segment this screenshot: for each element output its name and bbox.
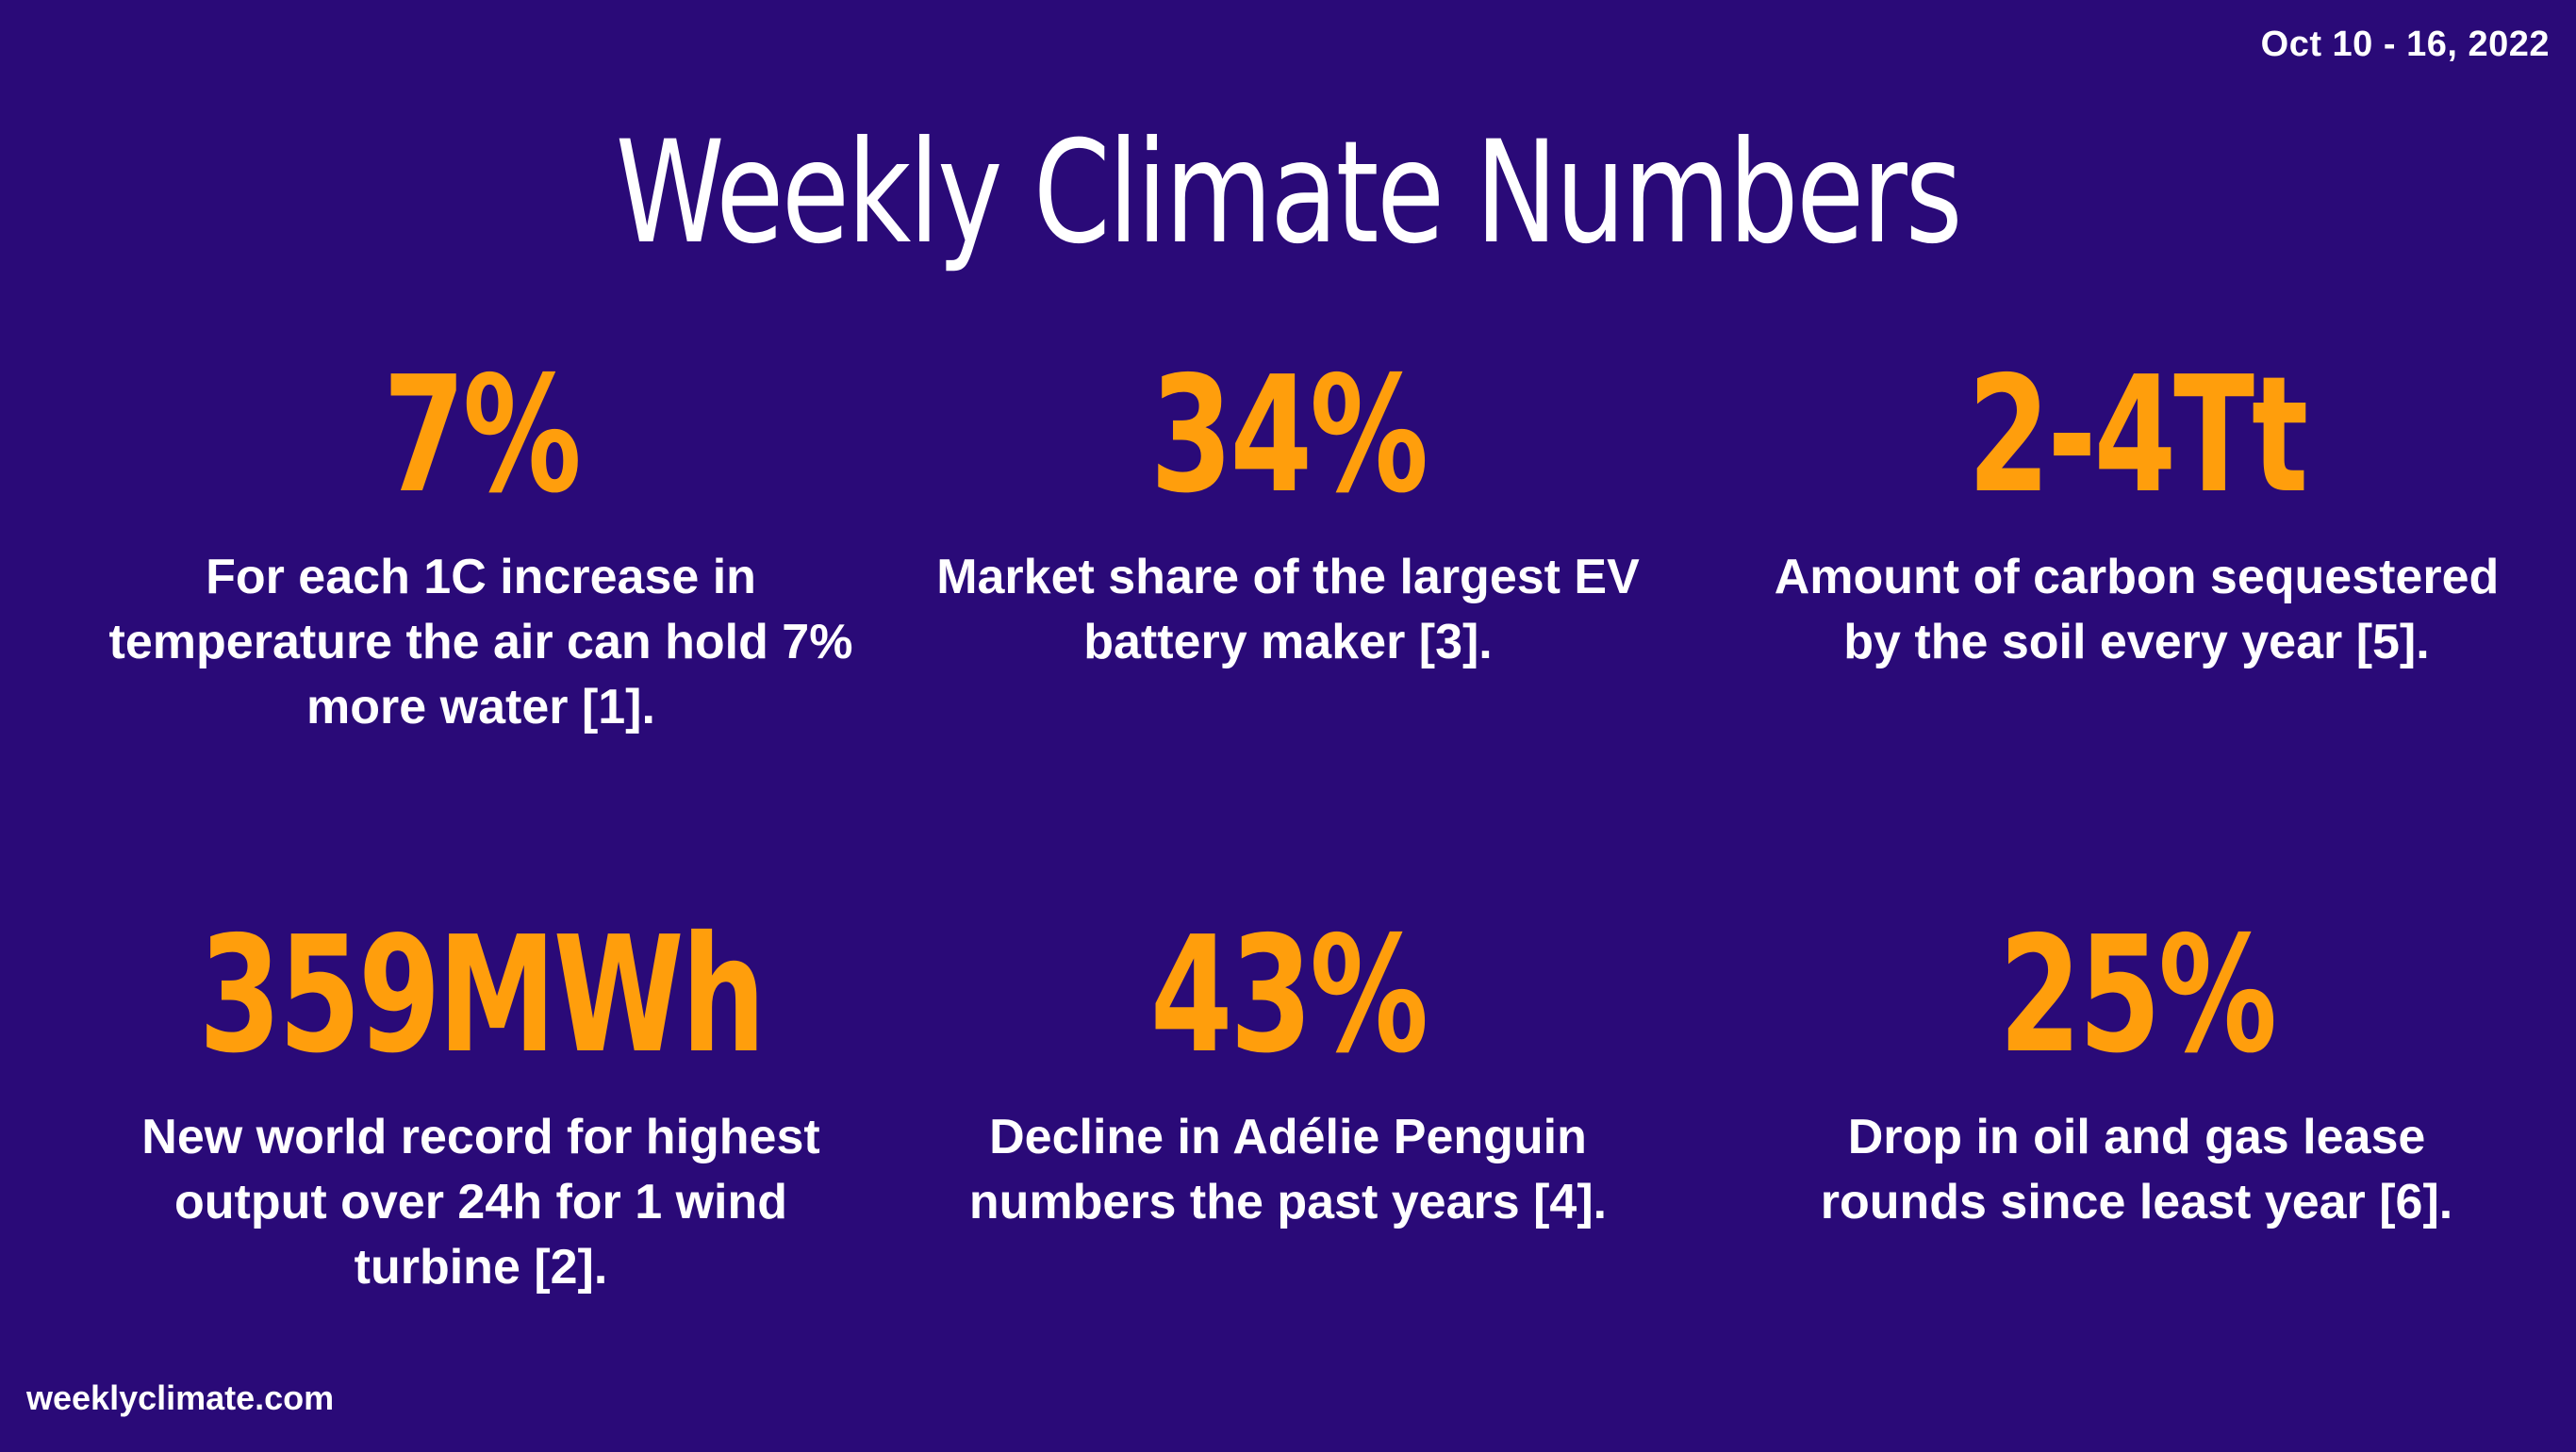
stat-description: Decline in Adélie Penguin numbers the pa… [968, 1110, 1608, 1229]
stat-value: 7% [383, 342, 582, 529]
stat-description: Drop in oil and gas lease rounds since l… [1820, 1110, 2453, 1229]
stat-block: 25% Drop in oil and gas lease rounds sin… [1731, 911, 2542, 1235]
stat-block: 359MWh New world record for highest outp… [75, 911, 886, 1300]
stat-block: 34% Market share of the largest EV batte… [883, 351, 1693, 675]
stat-description: New world record for highest output over… [141, 1110, 820, 1295]
stat-value: 34% [1149, 342, 1428, 529]
stat-description: For each 1C increase in temperature the … [108, 550, 853, 734]
stat-block: 7% For each 1C increase in temperature t… [75, 351, 886, 740]
stat-value: 359MWh [198, 902, 766, 1089]
date-range: Oct 10 - 16, 2022 [2260, 25, 2550, 64]
page-title: Weekly Climate Numbers [615, 111, 1963, 275]
stat-value: 25% [1998, 902, 2277, 1089]
stat-block: 2-4Tt Amount of carbon sequestered by th… [1731, 351, 2542, 675]
footer-site-link[interactable]: weeklyclimate.com [26, 1378, 335, 1417]
stat-description: Amount of carbon sequestered by the soil… [1774, 550, 2500, 669]
stat-block: 43% Decline in Adélie Penguin numbers th… [883, 911, 1693, 1235]
stat-description: Market share of the largest EV battery m… [936, 550, 1640, 669]
stat-value: 2-4Tt [1967, 342, 2308, 529]
stat-value: 43% [1149, 902, 1428, 1089]
